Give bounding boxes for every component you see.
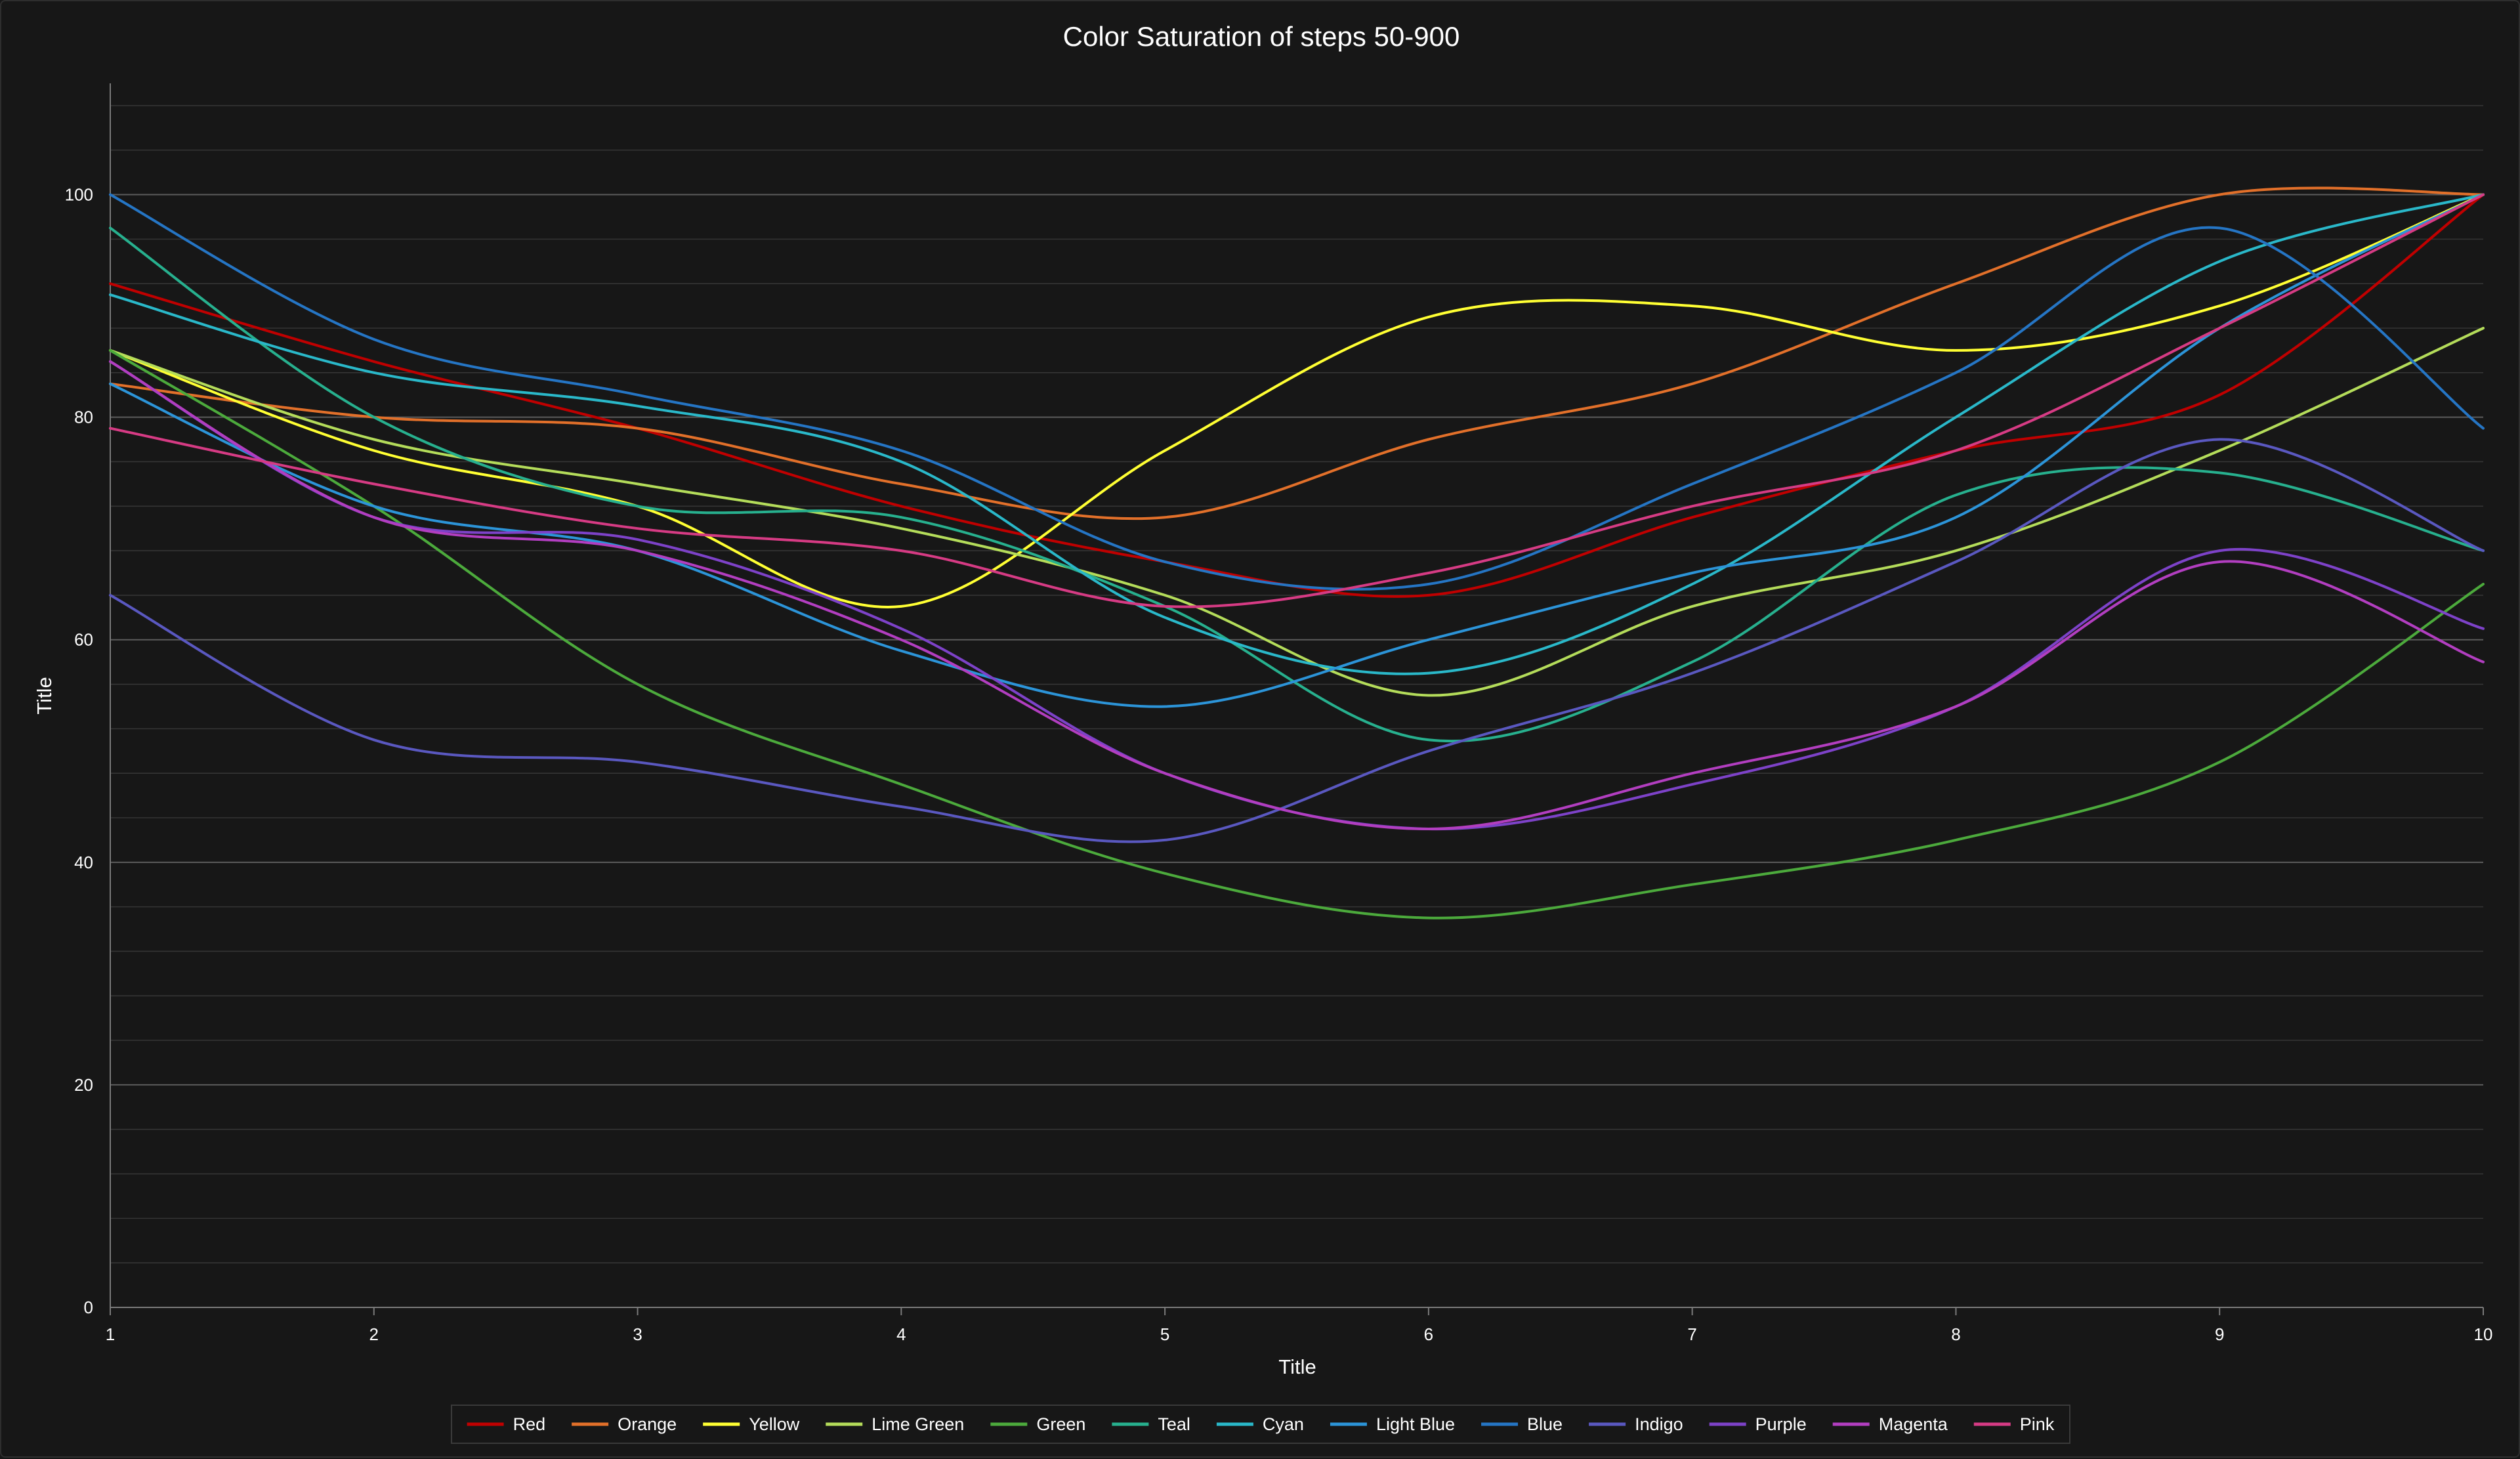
series-line-magenta: [109, 360, 2485, 830]
legend-label: Pink: [2020, 1414, 2055, 1434]
y-tick-label: 0: [84, 1298, 93, 1317]
legend-label: Light Blue: [1376, 1414, 1455, 1434]
series-line-light-blue: [109, 193, 2485, 708]
y-tick-label: 20: [74, 1075, 93, 1095]
legend-item-cyan: Cyan: [1216, 1414, 1304, 1434]
x-tick-label: 1: [106, 1324, 115, 1344]
chart-title: Color Saturation of steps 50-900: [1063, 21, 1460, 52]
series-line-indigo: [109, 438, 2485, 843]
legend-label: Lime Green: [872, 1414, 964, 1434]
series-line-red: [109, 193, 2485, 598]
x-tick-label: 4: [896, 1324, 906, 1344]
y-tick-label: 60: [74, 630, 93, 650]
series-line-cyan: [109, 193, 2485, 675]
legend-label: Yellow: [749, 1414, 800, 1434]
series-lines: [109, 186, 2485, 920]
legend-item-blue: Blue: [1481, 1414, 1563, 1434]
legend-box: [451, 1405, 2070, 1444]
x-tick-label: 2: [369, 1324, 379, 1344]
y-tick-label: 40: [74, 853, 93, 872]
legend-item-magenta: Magenta: [1832, 1414, 1948, 1434]
legend-label: Green: [1036, 1414, 1085, 1434]
x-tick-label: 5: [1160, 1324, 1169, 1344]
series-line-teal: [109, 226, 2485, 743]
axes: 0 20 40 60 80 100 1 2 3 4 5 6 7 8 9 10: [65, 83, 2493, 1344]
legend-label: Red: [513, 1414, 546, 1434]
legend-item-red: Red: [467, 1414, 546, 1434]
legend-item-teal: Teal: [1112, 1414, 1190, 1434]
legend-item-orange: Orange: [572, 1414, 677, 1434]
legend-item-green: Green: [990, 1414, 1085, 1434]
legend-label: Teal: [1158, 1414, 1190, 1434]
legend-label: Purple: [1755, 1414, 1807, 1434]
x-axis-title: Title: [1278, 1355, 1316, 1378]
x-tick-label: 8: [1951, 1324, 1960, 1344]
x-tick-label: 10: [2474, 1324, 2493, 1344]
legend-item-lime-green: Lime Green: [826, 1414, 964, 1434]
legend-item-yellow: Yellow: [703, 1414, 800, 1434]
y-axis-title: Title: [33, 677, 56, 714]
legend-items: Red Orange Yellow Lime Green Green Teal Cyan Li…: [467, 1414, 2055, 1434]
series-line-lime-green: [109, 327, 2485, 697]
y-tick-label: 80: [74, 408, 93, 427]
legend-label: Magenta: [1879, 1414, 1948, 1434]
series-line-green: [109, 349, 2485, 920]
series-line-yellow: [109, 193, 2485, 608]
x-tick-label: 9: [2215, 1324, 2224, 1344]
legend-item-purple: Purple: [1709, 1414, 1807, 1434]
x-tick-label: 6: [1424, 1324, 1433, 1344]
x-tick-label: 7: [1687, 1324, 1696, 1344]
legend-label: Cyan: [1263, 1414, 1304, 1434]
y-tick-label: 100: [65, 185, 93, 205]
legend-item-indigo: Indigo: [1589, 1414, 1683, 1434]
legend-label: Orange: [618, 1414, 677, 1434]
x-tick-label: 3: [633, 1324, 642, 1344]
series-line-blue: [109, 193, 2485, 591]
series-line-pink: [109, 193, 2485, 608]
legend: Red Orange Yellow Lime Green Green Teal Cyan Li…: [451, 1405, 2070, 1444]
series-line-orange: [109, 186, 2485, 520]
legend-label: Blue: [1527, 1414, 1563, 1434]
legend-item-light-blue: Light Blue: [1330, 1414, 1455, 1434]
legend-item-pink: Pink: [1973, 1414, 2055, 1434]
legend-label: Indigo: [1635, 1414, 1683, 1434]
